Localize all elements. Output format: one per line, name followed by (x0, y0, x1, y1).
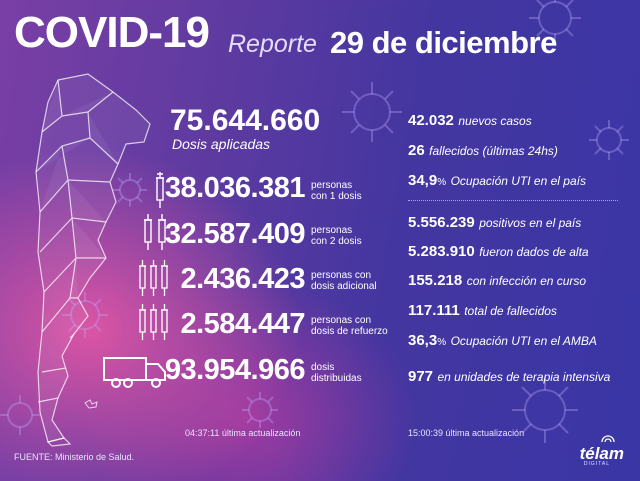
virus-icon (242, 392, 278, 428)
vacuna-value-1-dosis: 38.036.381 (164, 172, 306, 204)
vacunas-update-time: 04:37:11 última actualización (185, 428, 301, 438)
vacuna-value-2-dosis: 32.587.409 (164, 218, 306, 250)
casos-row-alta: 5.283.910 fueron dados de alta (408, 243, 589, 260)
syringe-icon (156, 172, 164, 208)
casos-update-time: 15:00:39 última actualización (408, 428, 525, 438)
page-title: COVID-19 (14, 8, 210, 57)
syringes-2-icon (144, 214, 166, 250)
casos-row-nuevos: 42.032 nuevos casos (408, 112, 532, 129)
report-label: Reporte (228, 30, 317, 58)
report-date: 29 de diciembre (330, 25, 557, 60)
truck-icon (103, 357, 166, 388)
virus-icon (512, 377, 578, 443)
syringes-3-icon (139, 260, 168, 296)
divider (408, 200, 618, 201)
casos-row-positivos: 5.556.239 positivos en el país (408, 214, 582, 231)
virus-icon (113, 173, 147, 207)
total-dosis-aplicadas: 75.644.660 (170, 104, 321, 137)
islas-malvinas-icon (84, 399, 98, 409)
vacuna-value-refuerzo: 2.584.447 (180, 308, 305, 340)
vacuna-value-distribuidas: 93.954.966 (164, 354, 306, 386)
vacuna-label-adicional: personas con dosis adicional (311, 270, 377, 292)
virus-icon (589, 120, 629, 160)
telam-logo-sub: DIGITAL (583, 461, 610, 467)
casos-row-fallecidos-24h: 26 fallecidos (últimas 24hs) (408, 142, 558, 159)
vacuna-label-refuerzo: personas con dosis de refuerzo (311, 315, 388, 337)
casos-row-uti-amba: 36,3% Ocupación UTI en el AMBA (408, 332, 597, 349)
vacuna-value-adicional: 2.436.423 (180, 263, 305, 295)
telam-logo: télam (579, 444, 624, 463)
virus-icon (529, 0, 581, 44)
argentina-map (35, 73, 151, 447)
casos-row-en-curso: 155.218 con infección en curso (408, 272, 587, 289)
syringes-3-refuerzo-icon (139, 304, 168, 340)
virus-icon (0, 395, 40, 435)
casos-row-uti-pais: 34,9% Ocupación UTI en el país (408, 172, 586, 189)
vacuna-label-1-dosis: personas con 1 dosis (311, 180, 362, 202)
vacuna-label-distribuidas: dosis distribuidas (311, 362, 362, 384)
vacuna-label-2-dosis: personas con 2 dosis (311, 225, 362, 247)
fuente: FUENTE: Ministerio de Salud. (14, 452, 135, 462)
telam-signal-icon (601, 435, 615, 443)
virus-icon (62, 292, 108, 338)
casos-row-terapia: 977 en unidades de terapia intensiva (408, 368, 611, 385)
total-dosis-label: Dosis aplicadas (172, 136, 271, 152)
casos-row-total-fallecidos: 117.111 total de fallecidos (408, 302, 557, 319)
virus-icon (342, 82, 402, 142)
